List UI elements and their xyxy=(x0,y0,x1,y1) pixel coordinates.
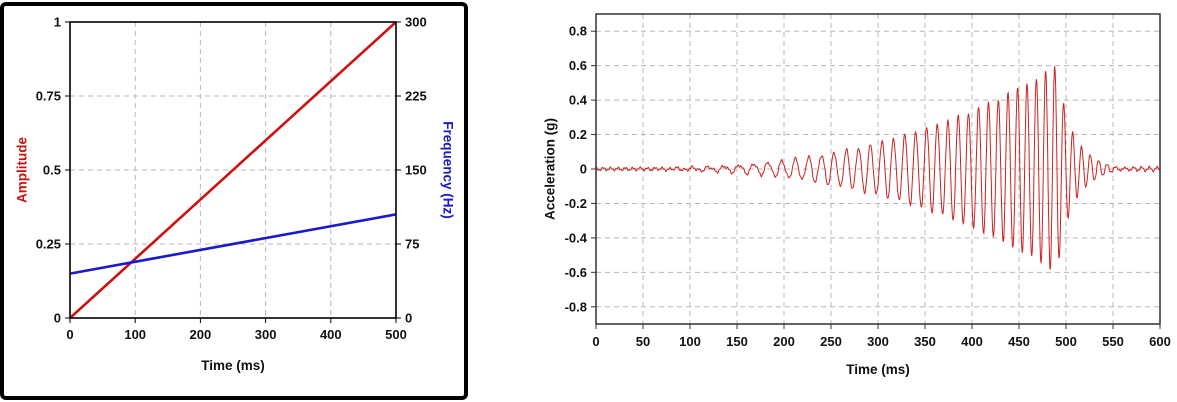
sweep-left-tick-label: 0.75 xyxy=(36,89,61,104)
acceleration-y-tick-label: 0.6 xyxy=(569,58,587,73)
acceleration-y-tick-label: -0.4 xyxy=(565,230,588,245)
sweep-x-tick-label: 400 xyxy=(320,327,342,342)
acceleration-x-tick-label: 550 xyxy=(1102,334,1124,349)
sweep-x-tick-label: 100 xyxy=(124,327,146,342)
acceleration-x-tick-label: 350 xyxy=(914,334,936,349)
acceleration-axis-ticks: 0 50 100 150 200 250 300 350 400 450 500 550 600 -0.8… xyxy=(565,24,1171,349)
acceleration-x-tick-label: 150 xyxy=(726,334,748,349)
acceleration-x-tick-label: 100 xyxy=(679,334,701,349)
acceleration-y-tick-label: -0.8 xyxy=(565,299,587,314)
acceleration-x-tick-label: 0 xyxy=(592,334,599,349)
sweep-axis-ticks: 0 100 200 300 400 50000.250.50.75107515022530… xyxy=(36,15,427,343)
sweep-x-tick-label: 300 xyxy=(255,327,277,342)
sweep-x-tick-label: 500 xyxy=(385,327,407,342)
acceleration-chart-panel: 0 50 100 150 200 250 300 350 400 450 500 550 600 -0.8… xyxy=(540,0,1177,402)
acceleration-y-tick-label: 0.2 xyxy=(569,127,587,142)
acceleration-y-tick-label: 0.4 xyxy=(569,93,588,108)
acceleration-y-tick-label: -0.6 xyxy=(565,265,587,280)
acceleration-x-tick-label: 600 xyxy=(1149,334,1171,349)
sweep-left-tick-label: 0.5 xyxy=(43,163,61,178)
acceleration-x-tick-label: 300 xyxy=(867,334,889,349)
sweep-left-tick-label: 0 xyxy=(54,311,61,326)
frequency-line xyxy=(69,213,397,275)
sweep-right-tick-label: 150 xyxy=(405,163,427,178)
acceleration-chart: 0 50 100 150 200 250 300 350 400 450 500 550 600 -0.8… xyxy=(565,13,1171,349)
acceleration-x-tick-label: 50 xyxy=(636,334,650,349)
acceleration-x-axis-title: Time (ms) xyxy=(846,362,910,377)
sweep-right-tick-label: 225 xyxy=(405,89,427,104)
acceleration-x-tick-label: 250 xyxy=(820,334,842,349)
acceleration-x-tick-label: 400 xyxy=(961,334,983,349)
acceleration-x-tick-label: 500 xyxy=(1055,334,1077,349)
sweep-left-tick-label: 0.25 xyxy=(36,237,61,252)
sweep-left-axis-title: Amplitude xyxy=(14,137,30,203)
acceleration-y-axis-title: Acceleration (g) xyxy=(542,117,558,221)
acceleration-x-tick-label: 200 xyxy=(773,334,795,349)
amplitude-line xyxy=(69,21,397,319)
acceleration-y-tick-label: 0 xyxy=(580,162,587,177)
sweep-right-tick-label: 75 xyxy=(405,237,419,252)
sweep-chart: 0 100 200 300 400 50000.250.50.75107515022530… xyxy=(36,15,427,343)
sweep-left-tick-label: 1 xyxy=(54,15,61,30)
sweep-x-tick-label: 200 xyxy=(190,327,212,342)
sweep-right-tick-label: 300 xyxy=(405,15,427,30)
acceleration-y-tick-label: -0.2 xyxy=(565,196,587,211)
acceleration-waveform-line xyxy=(595,66,1161,270)
sweep-right-tick-label: 0 xyxy=(405,311,412,326)
acceleration-x-tick-label: 450 xyxy=(1008,334,1030,349)
sweep-chart-panel: 0 100 200 300 400 500 0 0.25 0.5 0.75 1 0 75 150 225 30… xyxy=(0,2,468,400)
sweep-right-axis-title: Frequency (Hz) xyxy=(440,121,456,219)
sweep-x-axis-title: Time (ms) xyxy=(201,358,265,373)
acceleration-y-tick-label: 0.8 xyxy=(569,24,587,39)
sweep-x-tick-label: 0 xyxy=(66,327,73,342)
